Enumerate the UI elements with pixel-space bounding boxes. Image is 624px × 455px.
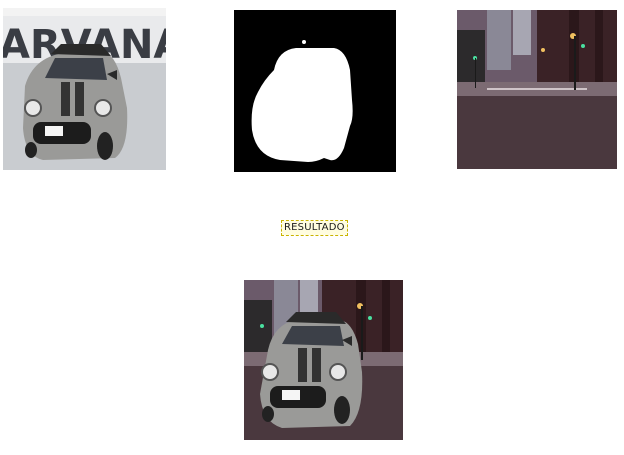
input-car-image: ARVANA xyxy=(3,8,166,170)
car-mask-image xyxy=(234,10,396,172)
composite-result-image xyxy=(244,280,403,440)
result-label: RESULTADO xyxy=(281,220,348,236)
background-street-image xyxy=(457,10,617,169)
